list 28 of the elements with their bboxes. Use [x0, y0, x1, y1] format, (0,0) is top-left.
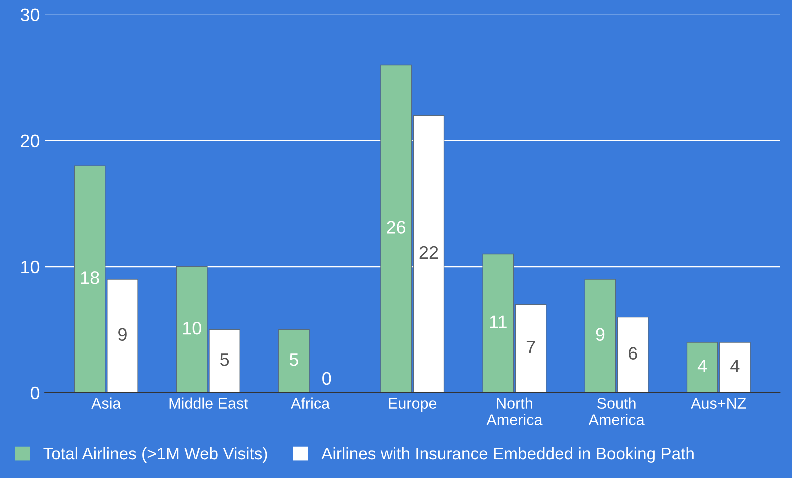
y-tick-label: 20 — [21, 134, 40, 148]
data-label: 5 — [220, 354, 230, 366]
legend-label: Total Airlines (>1M Web Visits) — [44, 447, 268, 463]
data-label: 11 — [490, 316, 507, 328]
y-tick-label: 10 — [22, 260, 40, 274]
bar — [278, 330, 310, 393]
x-tick-label: Africa — [291, 398, 330, 409]
data-label: 10 — [183, 322, 202, 335]
y-tick-label: 30 — [20, 8, 40, 22]
x-tick-label: Asia — [92, 398, 122, 409]
data-label: 22 — [420, 246, 438, 259]
data-label: 6 — [629, 347, 638, 360]
x-tick-label: Europe — [389, 398, 437, 412]
x-tick-label: Middle East — [170, 398, 248, 409]
y-tick-label: 0 — [30, 386, 40, 400]
data-label: 9 — [118, 328, 127, 342]
data-label: 9 — [596, 328, 605, 342]
data-label: 26 — [387, 221, 406, 234]
x-tick-label: Aus+NZ — [691, 398, 746, 409]
x-tick-label: South America — [588, 398, 645, 426]
x-tick-label: North America — [486, 398, 543, 426]
legend-label: Airlines with Insurance Embedded in Booking Path — [322, 447, 694, 463]
data-label: 4 — [698, 360, 708, 372]
data-label: 18 — [81, 272, 100, 284]
data-label: 7 — [526, 341, 536, 354]
data-label: 4 — [730, 360, 740, 372]
data-label: 0 — [322, 372, 332, 386]
data-label: 5 — [290, 354, 298, 366]
